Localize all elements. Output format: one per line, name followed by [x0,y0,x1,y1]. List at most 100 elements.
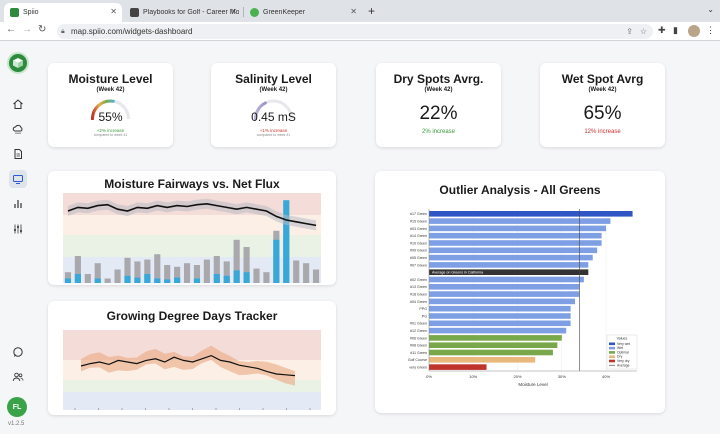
forward-icon[interactable]: → [22,24,32,35]
extensions-icon[interactable]: ✚ [658,25,666,35]
outlier-analysis-card[interactable]: Outlier Analysis - All Greens #17 Green #… [375,171,665,413]
users-icon[interactable] [9,368,27,386]
moisture-bar [243,272,250,283]
flux-bar [263,272,270,283]
moisture-bar [94,278,101,283]
bar-chart-icon[interactable] [9,195,27,213]
flux-bar [134,261,141,283]
moisture-bar [64,278,72,283]
back-icon[interactable]: ← [6,24,16,35]
cloud-icon[interactable] [9,120,27,138]
salinity-delta: +1% increase [259,128,288,133]
close-tab-icon[interactable]: ✕ [350,7,357,16]
outlier-bar [429,305,571,312]
chart-title: Outlier Analysis - All Greens [439,183,601,197]
fairways-flux-card[interactable]: Moisture Fairways vs. Net Flux [48,171,336,285]
flux-bar [253,268,260,283]
url-text: map.spiio.com/widgets-dashboard [71,27,193,36]
flux-bar [223,261,230,283]
new-tab-icon[interactable]: + [368,4,376,18]
dry-spots-delta: 2% increase [421,129,456,135]
category-label: #03 Green [410,227,427,231]
flux-bar [312,269,320,283]
reload-icon[interactable]: ↻ [38,24,47,35]
category-label: Golf Course [408,358,427,362]
legend-label: Very wet [617,342,630,346]
salinity-gauge [254,99,293,120]
outlier-bar [429,364,487,370]
card-week: (Week 42) [259,87,288,93]
outlier-bar [429,335,562,341]
user-avatar[interactable]: FL [7,397,27,417]
gdd-tracker-card[interactable]: Growing Degree Days Tracker [48,301,336,415]
category-label: #04 Green [410,300,427,304]
tab-title: Playbooks for Golf - Career Mo... [143,9,239,16]
flux-bar [144,259,151,283]
side-panel-icon[interactable]: ▮ [673,25,678,35]
lock-icon: 🔒︎ [61,28,65,35]
outlier-bar [429,327,567,334]
cube-icon [13,58,23,68]
category-label: #11 Green [410,351,427,355]
flux-bar [74,256,81,283]
flux-bar [164,265,171,283]
legend-label: Dry [617,355,623,359]
flux-bar [124,257,131,283]
moisture-level-card[interactable]: Moisture Level (Week 42) 55% +2% increas… [48,63,173,147]
legend-title: Values [617,337,628,341]
category-label: #17 Green [410,212,427,216]
wet-spots-card[interactable]: Wet Spot Avrg (Week 42) 65% 12% increase [540,63,665,147]
category-label: #08 Green [410,344,427,348]
monitor-icon[interactable] [9,170,27,188]
outlier-bar [429,225,607,232]
url-field[interactable]: 🔒︎ map.spiio.com/widgets-dashboard ⇪ ☆ [57,24,653,39]
x-tick-label: 0% [426,374,432,379]
legend-label: Average [617,363,630,367]
outlier-bar [429,357,536,363]
document-icon[interactable] [9,145,27,163]
tab-spiio[interactable]: Spiio ✕ [4,3,122,22]
gdd-line [80,354,296,377]
legend-label: Wet [617,346,623,350]
bookmark-star-icon[interactable]: ☆ [639,27,647,36]
band-high [63,330,321,360]
home-icon[interactable] [9,95,27,113]
category-label: #10 Green [410,241,427,245]
category-label: #18 Green [410,293,427,297]
moisture-bar [193,278,201,283]
flux-bar [193,265,201,283]
spiio-logo[interactable] [7,52,29,74]
flux-bar [303,263,310,283]
card-title: Wet Spot Avrg [561,72,644,86]
moisture-bar [134,277,141,283]
wet-spots-value: 65% [583,103,622,124]
moisture-bar [223,275,230,283]
card-week: (Week 42) [424,87,453,93]
tab-title: Spiio [23,9,39,16]
category-label: very Green [409,366,427,370]
legend-swatch [609,342,615,346]
chat-icon[interactable] [9,343,27,361]
moisture-bar [124,275,131,283]
salinity-value: 0.45 mS [251,110,296,124]
tab-search-icon[interactable]: ⌄ [707,5,714,14]
close-tab-icon[interactable]: ✕ [230,7,237,16]
share-icon[interactable]: ⇪ [626,27,633,36]
gauge-fill [91,99,115,120]
chart-title: Moisture Fairways vs. Net Flux [104,177,280,191]
tab-separator [243,7,244,17]
sliders-icon[interactable] [9,220,27,238]
flux-bar [203,259,210,283]
menu-icon[interactable]: ⋮ [706,25,715,35]
profile-avatar[interactable] [688,25,700,37]
spiio-favicon-icon [10,8,19,17]
tab-greenkeeper[interactable]: GreenKeeper ✕ [244,3,362,22]
close-tab-icon[interactable]: ✕ [110,7,117,16]
tab-playbooks[interactable]: Playbooks for Golf - Career Mo... ✕ [124,3,242,22]
outlier-bar [429,291,580,297]
dry-spots-card[interactable]: Dry Spots Avrg. (Week 42) 22% 2% increas… [376,63,501,147]
salinity-level-card[interactable]: Salinity Level (Week 42) 0.45 mS +1% inc… [211,63,336,147]
card-title: Salinity Level [235,72,312,86]
x-tick-label: 30% [558,374,566,379]
wet-spots-delta: 12% increase [584,129,621,135]
